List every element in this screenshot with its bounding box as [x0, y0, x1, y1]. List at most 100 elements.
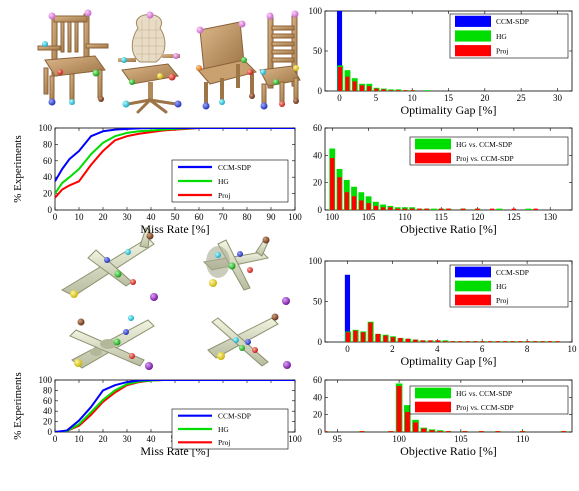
y-tick-label: 20: [43, 417, 53, 427]
x-tick-label: 0: [53, 434, 58, 444]
bar-proj: [428, 340, 433, 342]
legend-swatch: [455, 294, 491, 306]
legend-label: CCM-SDP: [496, 268, 529, 277]
x-tick-label: 6: [480, 344, 485, 354]
y-tick-label: 0: [318, 205, 323, 215]
y-tick-label: 0: [318, 86, 323, 96]
legend-label: HG vs. CCM-SDP: [456, 140, 512, 149]
airplane-model-1: [60, 227, 158, 301]
legend-label: HG vs. CCM-SDP: [456, 389, 512, 398]
legend-label: HG: [496, 282, 507, 291]
legend-label: CCM-SDP: [218, 411, 251, 420]
bar-proj-vs-ccm-sdp: [489, 208, 495, 210]
bar-proj: [503, 341, 508, 342]
y-tick-label: 60: [43, 156, 53, 166]
bar-proj-vs-ccm-sdp: [446, 431, 451, 432]
bar-proj: [388, 90, 393, 91]
bar-proj-vs-ccm-sdp: [396, 386, 402, 432]
legend-label: Proj vs. CCM-SDP: [456, 403, 514, 412]
x-tick-label: 0: [345, 344, 350, 354]
bar-proj: [458, 341, 463, 342]
line-ccm-sdp: [55, 128, 295, 182]
x-tick-label: 60: [195, 212, 205, 222]
x-tick-label: 90: [267, 212, 277, 222]
x-tick-label: 10: [408, 93, 418, 103]
bar-proj: [488, 341, 493, 342]
x-tick-label: 0: [337, 93, 342, 103]
y-tick-label: 0: [48, 205, 53, 215]
bar-proj-vs-ccm-sdp: [561, 431, 567, 432]
plot-area: [336, 11, 431, 91]
bar-proj: [555, 341, 560, 342]
chair-model-4: [259, 10, 301, 110]
y-tick-label: 40: [313, 392, 323, 402]
y-tick-label: 40: [43, 406, 53, 416]
legend-swatch: [455, 45, 491, 57]
legend: HG vs. CCM-SDP Proj vs. CCM-SDP: [409, 385, 569, 415]
bar-proj: [338, 67, 343, 91]
plot-area: [329, 148, 538, 210]
x-tick-label: 120: [471, 212, 485, 222]
x-tick-label: 100: [288, 212, 302, 222]
y-tick-label: 100: [39, 123, 53, 133]
airplane-models-illustration: [60, 227, 291, 370]
bar-proj: [410, 90, 415, 91]
chair-models-illustration: [37, 9, 301, 114]
y-axis-label: % Experiments: [12, 372, 24, 440]
bar-hg-vs-ccm-sdp: [525, 208, 532, 210]
legend-swatch: [415, 138, 451, 150]
bar-proj-vs-ccm-sdp: [380, 207, 386, 210]
bar-proj-vs-ccm-sdp: [429, 430, 435, 432]
legend: HG vs. CCM-SDP Proj vs. CCM-SDP: [409, 136, 569, 166]
bar-proj-vs-ccm-sdp: [437, 431, 443, 432]
x-tick-label: 100: [326, 212, 340, 222]
x-tick-label: 0: [53, 212, 58, 222]
bar-proj: [345, 76, 350, 91]
x-tick-label: 40: [147, 212, 157, 222]
legend-swatch: [455, 280, 491, 292]
bar-proj: [405, 338, 411, 342]
legend-label: Proj: [218, 191, 231, 200]
bar-proj: [383, 335, 388, 342]
bar-proj-vs-ccm-sdp: [439, 208, 444, 210]
x-tick-label: 50: [171, 212, 181, 222]
bar-proj-vs-ccm-sdp: [388, 207, 393, 210]
bar-hg-vs-ccm-sdp: [365, 196, 372, 210]
y-tick-label: 100: [309, 6, 323, 16]
bar-proj-vs-ccm-sdp: [395, 208, 400, 210]
x-tick-label: 10: [75, 434, 85, 444]
x-tick-label: 80: [243, 212, 253, 222]
x-tick-label: 95: [333, 434, 343, 444]
bar-proj-vs-ccm-sdp: [495, 431, 501, 432]
legend-label: CCM-SDP: [218, 163, 251, 172]
x-axis-label: Miss Rate [%]: [140, 222, 209, 236]
bar-proj-vs-ccm-sdp: [359, 431, 365, 432]
bar-proj: [443, 341, 448, 342]
y-tick-label: 0: [318, 337, 323, 347]
bar-proj: [465, 341, 470, 342]
legend-label: HG: [218, 177, 229, 186]
x-axis-label: Objective Ratio [%]: [400, 444, 497, 458]
y-tick-label: 60: [43, 396, 53, 406]
bar-proj: [518, 341, 523, 342]
x-tick-label: 8: [525, 344, 530, 354]
x-tick-label: 110: [516, 434, 530, 444]
legend: CCM-SDP HG Proj: [449, 13, 569, 59]
bar-proj: [368, 322, 373, 342]
bar-proj: [533, 341, 538, 342]
legend-swatch: [455, 266, 491, 278]
x-tick-label: 10: [568, 344, 578, 354]
chair-model-3: [196, 20, 257, 110]
bar-proj-vs-ccm-sdp: [446, 208, 451, 210]
legend-swatch: [415, 387, 451, 399]
y-tick-label: 100: [39, 375, 53, 385]
chair-model-2: [118, 11, 182, 114]
x-tick-label: 25: [517, 93, 527, 103]
x-tick-label: 20: [99, 434, 109, 444]
bar-hg: [424, 90, 431, 91]
x-axis-label: Objective Ratio [%]: [400, 222, 497, 236]
x-tick-label: 20: [99, 212, 109, 222]
legend-label: HG: [496, 32, 507, 41]
bar-proj-vs-ccm-sdp: [533, 208, 538, 210]
